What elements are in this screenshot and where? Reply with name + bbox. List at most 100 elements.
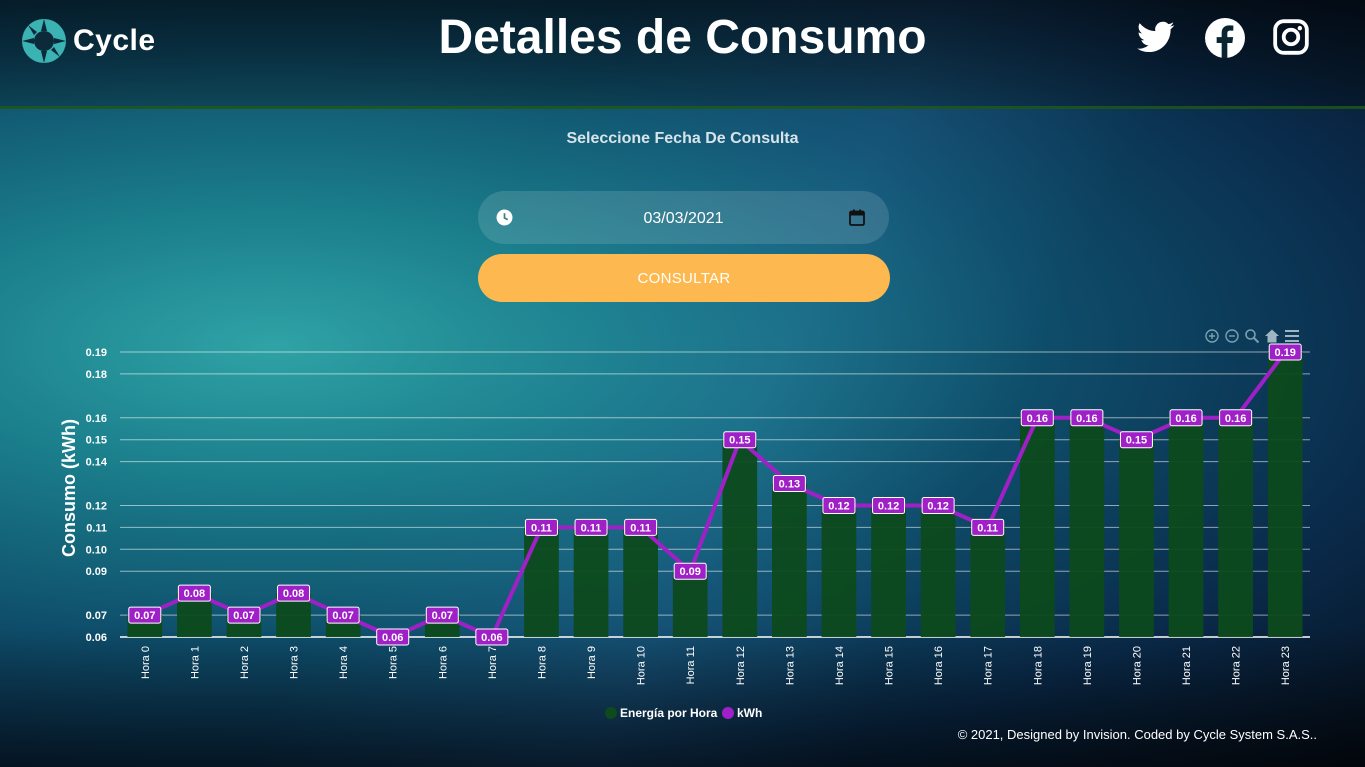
chart-toolbar	[1204, 328, 1300, 344]
zoom-out-icon[interactable]	[1224, 328, 1240, 344]
data-label-box	[723, 431, 757, 449]
bar	[920, 505, 956, 637]
data-label: 0.19	[1268, 343, 1302, 361]
data-label-box	[872, 496, 906, 514]
data-label: 0.08	[277, 584, 311, 602]
page-title: Detalles de Consumo	[438, 11, 927, 64]
instagram-link[interactable]	[1272, 18, 1310, 61]
data-label-text: 0.13	[779, 479, 800, 491]
zoom-in-icon[interactable]	[1204, 328, 1220, 344]
data-label-text: 0.15	[1126, 435, 1147, 447]
bar	[871, 505, 906, 637]
y-tick-label: 0.12	[86, 500, 107, 512]
data-label: 0.09	[673, 562, 707, 580]
x-tick-label: Hora 18	[1032, 646, 1044, 685]
x-tick-label: Hora 14	[834, 646, 846, 685]
data-label-box	[376, 628, 410, 646]
data-label: 0.16	[1169, 409, 1203, 427]
legend-marker	[605, 707, 617, 719]
data-label-text: 0.06	[382, 632, 403, 644]
data-label-box	[971, 518, 1005, 536]
chart-line	[143, 350, 1287, 639]
data-label-text: 0.11	[630, 522, 651, 534]
x-tick-label: Hora 20	[1131, 646, 1143, 685]
bar	[1119, 439, 1154, 637]
bar	[672, 571, 708, 637]
data-label-text: 0.07	[332, 610, 353, 622]
facebook-link[interactable]	[1205, 18, 1245, 63]
x-tick-label: Hora 5	[388, 646, 400, 679]
legend-label: Energía por Hora	[620, 706, 718, 720]
data-label-text: 0.12	[878, 500, 899, 512]
data-label-box	[1169, 409, 1203, 427]
chart-y-axis-label: Consumo (kWh)	[59, 419, 79, 557]
data-label-text: 0.06	[481, 632, 502, 644]
bar	[1069, 417, 1105, 637]
y-tick-label: 0.06	[86, 632, 107, 644]
logo[interactable]: Cycle	[21, 18, 156, 64]
date-picker[interactable]	[478, 191, 889, 246]
y-tick-label: 0.11	[86, 522, 107, 534]
cycle-logo-icon	[22, 19, 66, 63]
facebook-icon	[1205, 18, 1245, 58]
data-label-text: 0.11	[977, 522, 998, 534]
date-section-subtitle: Seleccione Fecha De Consulta	[566, 130, 799, 147]
data-label-text: 0.19	[1274, 347, 1295, 359]
x-tick-label: Hora 7	[487, 646, 499, 679]
x-tick-label: Hora 4	[338, 646, 350, 679]
data-label-text: 0.16	[1225, 413, 1246, 425]
data-label-box	[624, 518, 658, 536]
reset-home-icon[interactable]	[1264, 328, 1280, 344]
data-label: 0.12	[872, 496, 906, 514]
data-label-box	[128, 606, 162, 624]
data-label-text: 0.09	[679, 566, 700, 578]
data-label: 0.12	[822, 496, 856, 514]
bar	[524, 527, 559, 637]
data-label-box	[1268, 343, 1302, 361]
y-tick-label: 0.09	[86, 566, 107, 578]
x-tick-label: Hora 1	[189, 646, 201, 679]
y-tick-label: 0.07	[86, 610, 107, 622]
data-label: 0.07	[425, 606, 459, 624]
bar	[772, 483, 807, 637]
data-label: 0.15	[723, 431, 757, 449]
data-label-box	[475, 628, 509, 646]
legend-item: Energía por Hora	[605, 706, 718, 720]
data-label: 0.16	[1219, 409, 1253, 427]
twitter-link[interactable]	[1135, 18, 1177, 61]
legend-item: kWh	[722, 706, 762, 720]
bar	[1019, 417, 1055, 637]
data-label-text: 0.12	[828, 500, 849, 512]
y-tick-label: 0.10	[86, 544, 107, 556]
x-tick-label: Hora 17	[983, 646, 995, 685]
data-label-text: 0.08	[184, 588, 205, 600]
data-label: 0.07	[227, 606, 261, 624]
x-tick-label: Hora 16	[933, 646, 945, 685]
x-tick-label: Hora 2	[239, 646, 251, 679]
zoom-select-icon[interactable]	[1244, 328, 1260, 344]
data-label: 0.07	[128, 606, 162, 624]
x-tick-label: Hora 22	[1231, 646, 1243, 685]
data-label-box	[277, 584, 311, 602]
chart-y-ticks: 0.06 0.07 0.09 0.10 0.11 0.12 0.14 0.15 0.16 0.18…	[86, 347, 108, 644]
y-tick-label: 0.19	[86, 347, 107, 359]
data-label-text: 0.08	[283, 588, 304, 600]
data-label-box	[425, 606, 459, 624]
data-label-box	[921, 496, 955, 514]
data-label-text: 0.07	[432, 610, 453, 622]
x-tick-label: Hora 10	[636, 646, 648, 685]
data-label-box	[1219, 409, 1253, 427]
data-label-box	[326, 606, 360, 624]
menu-icon[interactable]	[1284, 328, 1300, 344]
consultar-button[interactable]: CONSULTAR	[478, 254, 890, 302]
data-label-text: 0.16	[1175, 413, 1196, 425]
data-label-box	[1070, 409, 1104, 427]
date-input[interactable]	[478, 191, 889, 246]
logo-text: Cycle	[73, 24, 156, 57]
data-label-box	[1020, 409, 1054, 427]
data-label-box	[772, 475, 806, 493]
calendar-icon[interactable]	[849, 209, 865, 226]
twitter-icon	[1137, 21, 1175, 53]
data-label-box	[673, 562, 707, 580]
